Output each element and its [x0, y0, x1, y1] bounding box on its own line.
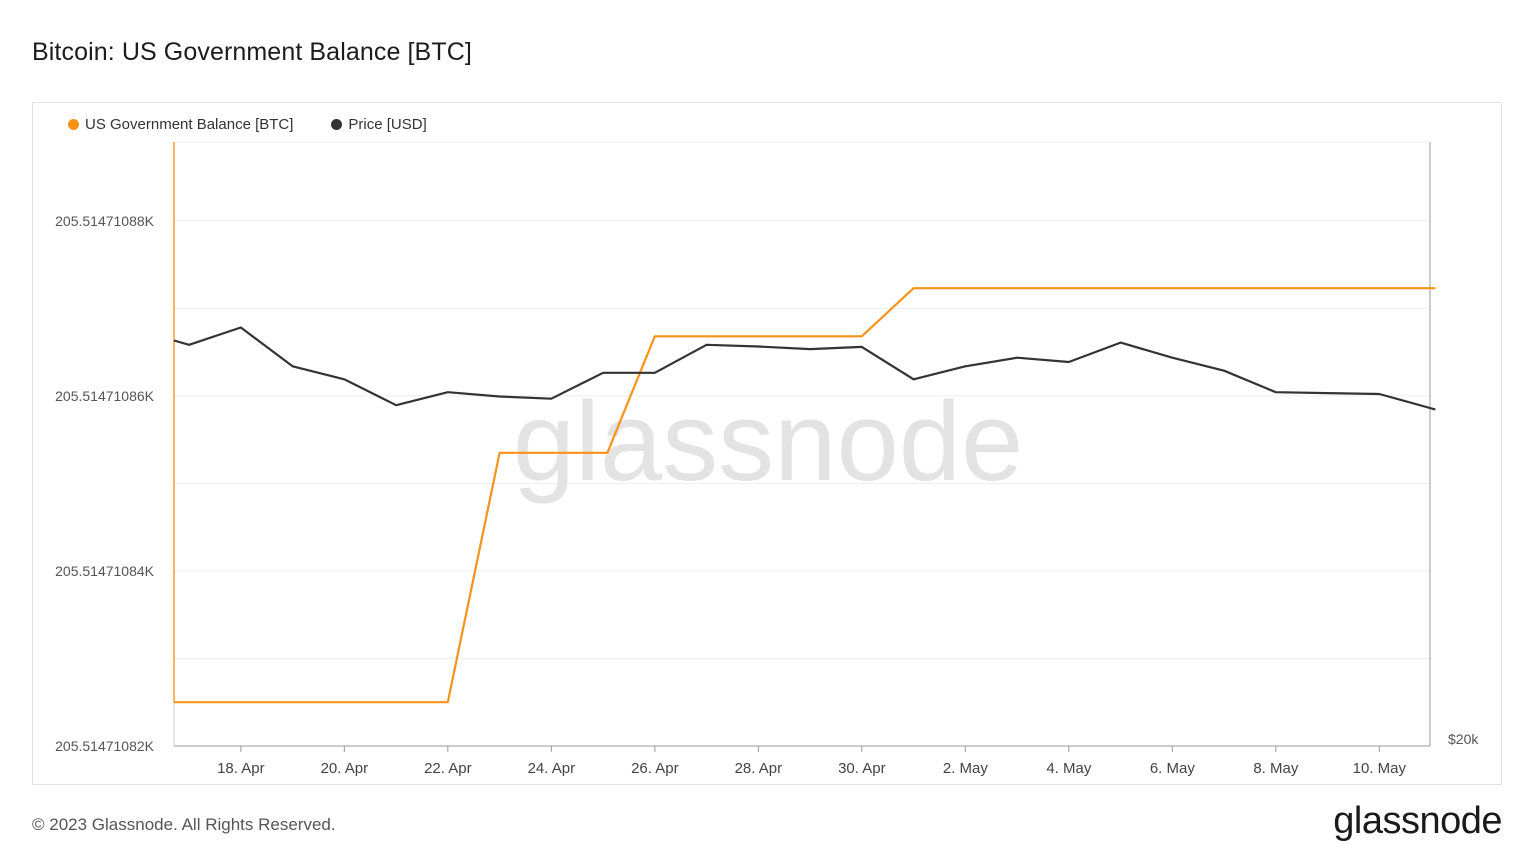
series-line-price	[173, 326, 1436, 411]
chart-title: Bitcoin: US Government Balance [BTC]	[32, 38, 472, 66]
x-tick-label: 6. May	[1150, 760, 1196, 777]
y-right-tick-label: $20k	[1448, 731, 1479, 747]
x-tick-label: 8. May	[1253, 760, 1299, 777]
y-axis-right-ticks: $20k	[1448, 731, 1479, 747]
y-tick-label: 205.51471084K	[55, 563, 155, 579]
x-tick-label: 20. Apr	[321, 760, 369, 777]
series-lines	[173, 142, 1436, 704]
legend-balance-dot	[68, 119, 79, 130]
x-axis-ticks: 18. Apr 20. Apr 22. Apr 24. Apr 26. Apr 28. A…	[217, 746, 1407, 777]
x-tick-label: 4. May	[1046, 760, 1092, 777]
legend-price-label: Price [USD]	[348, 116, 427, 133]
y-tick-label: 205.51471086K	[55, 388, 155, 404]
legend-item-balance[interactable]: US Government Balance [BTC]	[68, 116, 293, 133]
y-tick-label: 205.51471088K	[55, 213, 155, 229]
y-tick-label: 205.51471082K	[55, 738, 155, 754]
chart-panel	[32, 102, 1502, 785]
x-tick-label: 22. Apr	[424, 760, 472, 777]
series-line-balance	[174, 287, 1436, 704]
x-tick-label: 30. Apr	[838, 760, 886, 777]
legend-balance-label: US Government Balance [BTC]	[85, 116, 294, 133]
x-tick-label: 18. Apr	[217, 760, 265, 777]
x-tick-label: 10. May	[1353, 760, 1407, 777]
x-tick-label: 28. Apr	[735, 760, 783, 777]
y-axis-left-ticks: 205.51471082K 205.51471084K 205.51471086K 2…	[55, 213, 155, 754]
x-tick-label: 24. Apr	[528, 760, 576, 777]
legend-price-dot	[331, 119, 343, 130]
brand-logo: glassnode	[1333, 800, 1502, 842]
legend-item-price[interactable]: Price [USD]	[331, 116, 427, 133]
x-tick-label: 26. Apr	[631, 760, 679, 777]
watermark: glassnode	[513, 379, 1024, 504]
chart-legend: US Government Balance [BTC] Price [USD]	[68, 116, 427, 133]
copyright: © 2023 Glassnode. All Rights Reserved.	[32, 815, 336, 834]
x-tick-label: 2. May	[943, 760, 989, 777]
